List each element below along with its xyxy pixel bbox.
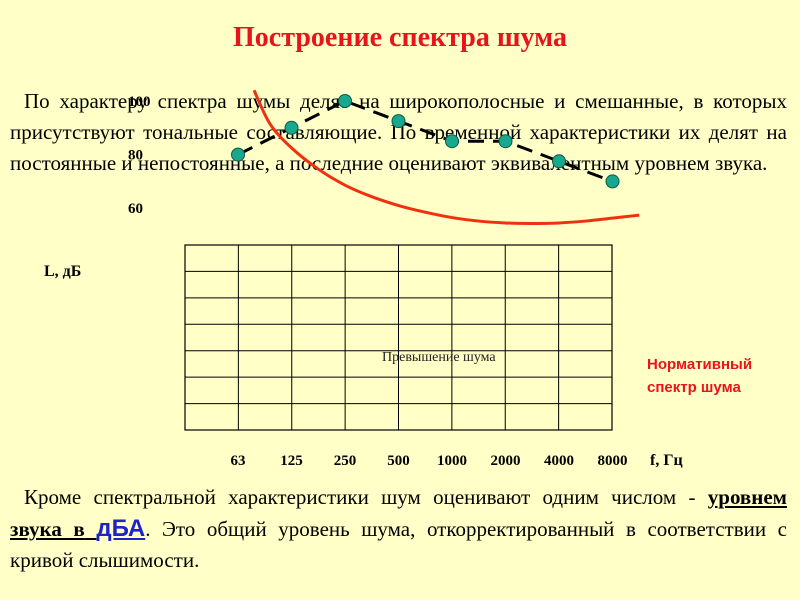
x-tick-label: 4000 xyxy=(544,453,574,469)
y-tick-label: 60 xyxy=(128,201,143,217)
hatch-line xyxy=(504,240,704,440)
series-point xyxy=(552,154,566,169)
hatch-line xyxy=(324,240,524,440)
summary-text-start: Кроме спектральной характеристики шум оц… xyxy=(24,485,708,509)
page-title: Построение спектра шума xyxy=(233,22,567,53)
hatch-line xyxy=(594,240,794,440)
summary-paragraph: Кроме спектральной характеристики шум оц… xyxy=(10,482,787,576)
hatch-line xyxy=(198,240,398,440)
hatch-line xyxy=(234,240,434,440)
underline-space xyxy=(85,517,97,541)
hatch-line xyxy=(144,240,344,440)
series-point xyxy=(498,134,513,149)
hatch-line xyxy=(630,240,800,440)
hatch-line xyxy=(270,240,470,440)
x-tick-label: 125 xyxy=(280,453,303,469)
hatch-line xyxy=(162,240,362,440)
hatch-line xyxy=(90,240,290,440)
x-tick-label: 1000 xyxy=(437,453,467,469)
hatch-line xyxy=(216,240,416,440)
hatch-line xyxy=(0,240,200,440)
hatch-line xyxy=(414,240,614,440)
hatch-line xyxy=(666,240,800,440)
hatch-line xyxy=(72,240,272,440)
hatch-line xyxy=(612,240,800,440)
summary-text-end: . Это общий уровень шума, откорректирова… xyxy=(10,517,788,572)
normative-spectrum-text: Нормативный спектр шума xyxy=(647,356,753,396)
x-tick-label: 500 xyxy=(387,453,410,469)
x-tick-label: 2000 xyxy=(491,453,521,469)
axis-ticks: 100 80 60 63 125 250 500 1000 2000 4000 8000 xyxy=(128,94,628,469)
series-point xyxy=(445,134,459,149)
intro-paragraph: По характеру спектра шумы делят на широк… xyxy=(10,89,787,175)
hatch-lines xyxy=(0,240,800,440)
hatch-line xyxy=(702,240,800,440)
x-tick-label: 8000 xyxy=(598,453,628,469)
normative-spectrum-label: Нормативный спектр шума xyxy=(647,353,800,399)
hatch-line xyxy=(126,240,326,440)
normative-curve-line xyxy=(252,89,640,225)
x-tick-label: 250 xyxy=(334,453,357,469)
series-point xyxy=(231,147,245,162)
series-line xyxy=(237,99,614,183)
hatch-line xyxy=(558,240,758,440)
sound-level-phrase: уровнем звука в xyxy=(10,485,787,541)
hatch-line xyxy=(486,240,686,440)
noise-spectrum-chart: 100 80 60 63 125 250 500 1000 2000 4000 8000 Превы… xyxy=(0,89,800,469)
series-point xyxy=(391,114,406,129)
exceedance-annotation: Превышение шума xyxy=(382,350,496,365)
hatch-line xyxy=(576,240,776,440)
y-tick-label: 80 xyxy=(128,148,143,164)
hatch-line xyxy=(306,240,506,440)
hatch-line xyxy=(684,240,800,440)
hatch-line xyxy=(108,240,308,440)
hatch-line xyxy=(360,240,560,440)
hatch-line xyxy=(468,240,668,440)
hatch-line xyxy=(378,240,578,440)
hatch-line xyxy=(450,240,650,440)
x-tick-label: 63 xyxy=(231,453,246,469)
series-point xyxy=(338,94,352,108)
hatch-line xyxy=(540,240,740,440)
y-axis-label: L, дБ xyxy=(44,263,81,280)
normative-curve xyxy=(252,89,640,225)
hatch-line xyxy=(54,240,254,440)
measured-series xyxy=(231,94,620,189)
dba-unit-link[interactable]: дБА xyxy=(96,515,146,542)
series-point xyxy=(284,120,299,135)
hatch-line xyxy=(522,240,722,440)
hatch-line xyxy=(648,240,800,440)
hatch-line xyxy=(252,240,452,440)
chart-grid xyxy=(184,244,613,431)
series-point xyxy=(605,174,620,189)
y-tick-label: 100 xyxy=(128,94,151,110)
hatch-line xyxy=(432,240,632,440)
hatch-line xyxy=(288,240,488,440)
exceedance-hatch-area xyxy=(0,240,800,440)
x-axis-label: f, Гц xyxy=(650,452,683,469)
hatch-line xyxy=(180,240,380,440)
hatch-line xyxy=(342,240,542,440)
hatch-line xyxy=(396,240,596,440)
